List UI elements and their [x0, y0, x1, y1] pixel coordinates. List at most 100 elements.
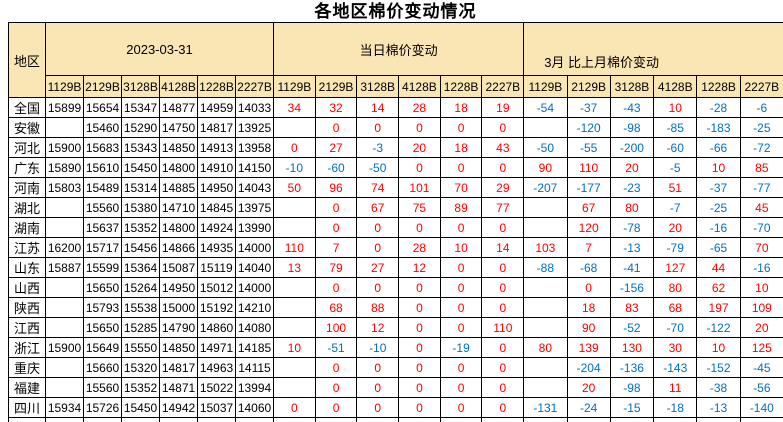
- daily-change-cell: 0: [439, 117, 483, 138]
- daily-change-cell: 0: [356, 357, 400, 378]
- price-cell: 15538: [121, 297, 160, 318]
- price-cell: 14885: [159, 177, 198, 198]
- price-cell: 14115: [235, 357, 274, 378]
- price-cell: 14033: [235, 97, 274, 118]
- region-cell: 山西: [8, 277, 46, 298]
- monthly-change-cell: 127: [653, 257, 698, 278]
- price-cell: 15650: [83, 317, 122, 338]
- daily-change-cell: 0: [481, 117, 525, 138]
- table-row: 湖南 15637 15352 14800 14924 13990 0 0 0 0 0 120 -78 20…: [8, 217, 783, 238]
- daily-change-cell: -51: [314, 337, 358, 358]
- grade-column-header: 1129B: [523, 75, 568, 98]
- region-cell: 湖南: [8, 217, 46, 238]
- monthly-change-cell: -78: [609, 217, 655, 238]
- table-header: 地区 2023-03-31 当日棉价变动 3月 比上月棉价变动 1129B 2129B 31…: [8, 22, 783, 98]
- daily-change-cell: 7: [314, 237, 358, 258]
- price-cell: 14480: [159, 417, 198, 422]
- price-cell: 15264: [121, 277, 160, 298]
- monthly-change-cell: -177: [566, 177, 611, 198]
- price-cell: 13925: [235, 117, 274, 138]
- daily-change-cell: 79: [314, 257, 358, 278]
- daily-change-cell: 0: [398, 157, 441, 178]
- price-cell: 14750: [159, 117, 198, 138]
- price-cell: 15660: [83, 357, 122, 378]
- monthly-change-group-header: 3月 比上月棉价变动: [523, 22, 783, 76]
- table-row: 河北 15900 15683 15343 14850 14913 13958 0 27 -3 20 1…: [8, 137, 783, 158]
- daily-change-cell: 0: [314, 357, 358, 378]
- daily-change-cell: 32: [314, 97, 358, 118]
- region-cell: 河北: [8, 137, 46, 158]
- region-cell: 浙江: [8, 337, 46, 358]
- price-cell: 14790: [159, 317, 198, 338]
- table-row: 江苏 16200 15717 15456 14866 14935 14000 110 7 0 28 1…: [8, 237, 783, 258]
- monthly-change-cell: 80: [653, 277, 698, 298]
- daily-change-cell: -60: [314, 157, 358, 178]
- monthly-change-cell: -207: [523, 177, 568, 198]
- monthly-change-cell: -269: [609, 417, 655, 422]
- monthly-change-cell: 10: [696, 337, 741, 358]
- daily-change-cell: -54: [314, 417, 358, 422]
- grade-column-header: 2129B: [83, 75, 122, 98]
- monthly-change-cell: 139: [566, 337, 611, 358]
- daily-change-cell: -10: [273, 157, 316, 178]
- region-cell: 全国: [8, 97, 46, 118]
- table-row: 四川 15934 15726 15450 14942 15037 14060 0 0 0 0 0 0 -1…: [8, 397, 783, 418]
- grade-column-header: 1228B: [197, 75, 236, 98]
- daily-change-cell: 28: [398, 237, 441, 258]
- price-cell: 15290: [121, 117, 160, 138]
- price-cell: [45, 377, 84, 398]
- price-cell: 15550: [121, 337, 160, 358]
- price-cell: 14866: [159, 237, 198, 258]
- daily-change-cell: 0: [314, 377, 358, 398]
- price-cell: 15285: [121, 317, 160, 338]
- monthly-change-cell: 125: [739, 337, 783, 358]
- monthly-change-cell: -56: [739, 377, 783, 398]
- daily-change-cell: 0: [314, 277, 358, 298]
- monthly-change-cell: 197: [696, 297, 741, 318]
- daily-change-cell: 0: [356, 237, 400, 258]
- page-title: 各地区棉价变动情况: [314, 2, 477, 21]
- daily-change-cell: 34: [273, 97, 316, 118]
- price-cell: 13958: [235, 137, 274, 158]
- price-cell: 14942: [159, 397, 198, 418]
- region-cell: 广东: [8, 157, 46, 178]
- price-cell: 14950: [197, 177, 236, 198]
- daily-change-cell: 0: [481, 217, 525, 238]
- daily-change-cell: 0: [439, 317, 483, 338]
- monthly-change-cell: -45: [739, 357, 783, 378]
- monthly-change-cell: -120: [566, 117, 611, 138]
- monthly-change-cell: -7: [653, 197, 698, 218]
- monthly-change-cell: -136: [609, 357, 655, 378]
- monthly-change-cell: 51: [653, 177, 698, 198]
- daily-change-cell: 0: [273, 137, 316, 158]
- monthly-change-cell: 120: [566, 217, 611, 238]
- price-cell: 15726: [83, 397, 122, 418]
- daily-change-cell: 0: [314, 397, 358, 418]
- price-cell: 15380: [121, 197, 160, 218]
- monthly-change-cell: -25: [739, 117, 783, 138]
- monthly-change-cell: -6: [739, 97, 783, 118]
- region-cell: 重庆: [8, 357, 46, 378]
- daily-change-cell: 0: [481, 357, 525, 378]
- price-cell: 15599: [83, 257, 122, 278]
- monthly-change-cell: 83: [609, 297, 655, 318]
- daily-change-cell: 0: [439, 217, 483, 238]
- monthly-change-cell: [523, 317, 568, 338]
- daily-change-cell: 0: [439, 297, 483, 318]
- price-cell: 14910: [197, 157, 236, 178]
- daily-change-cell: 89: [439, 197, 483, 218]
- price-cell: 14043: [235, 177, 274, 198]
- table-body: 全国 15899 15654 15347 14877 14959 14033 34 32 14 28…: [8, 97, 783, 422]
- monthly-change-cell: -37: [566, 97, 611, 118]
- daily-change-cell: -10: [439, 417, 483, 422]
- monthly-change-cell: 67: [566, 197, 611, 218]
- daily-change-cell: 27: [356, 257, 400, 278]
- table-row: 河南 15803 15489 15314 14885 14950 14043 50 96 74 10…: [8, 177, 783, 198]
- price-cell: 15087: [159, 257, 198, 278]
- price-cell: 15887: [45, 257, 84, 278]
- daily-change-cell: 77: [481, 197, 525, 218]
- price-cell: 16200: [45, 237, 84, 258]
- price-cell: 15012: [197, 277, 236, 298]
- daily-change-cell: [273, 357, 316, 378]
